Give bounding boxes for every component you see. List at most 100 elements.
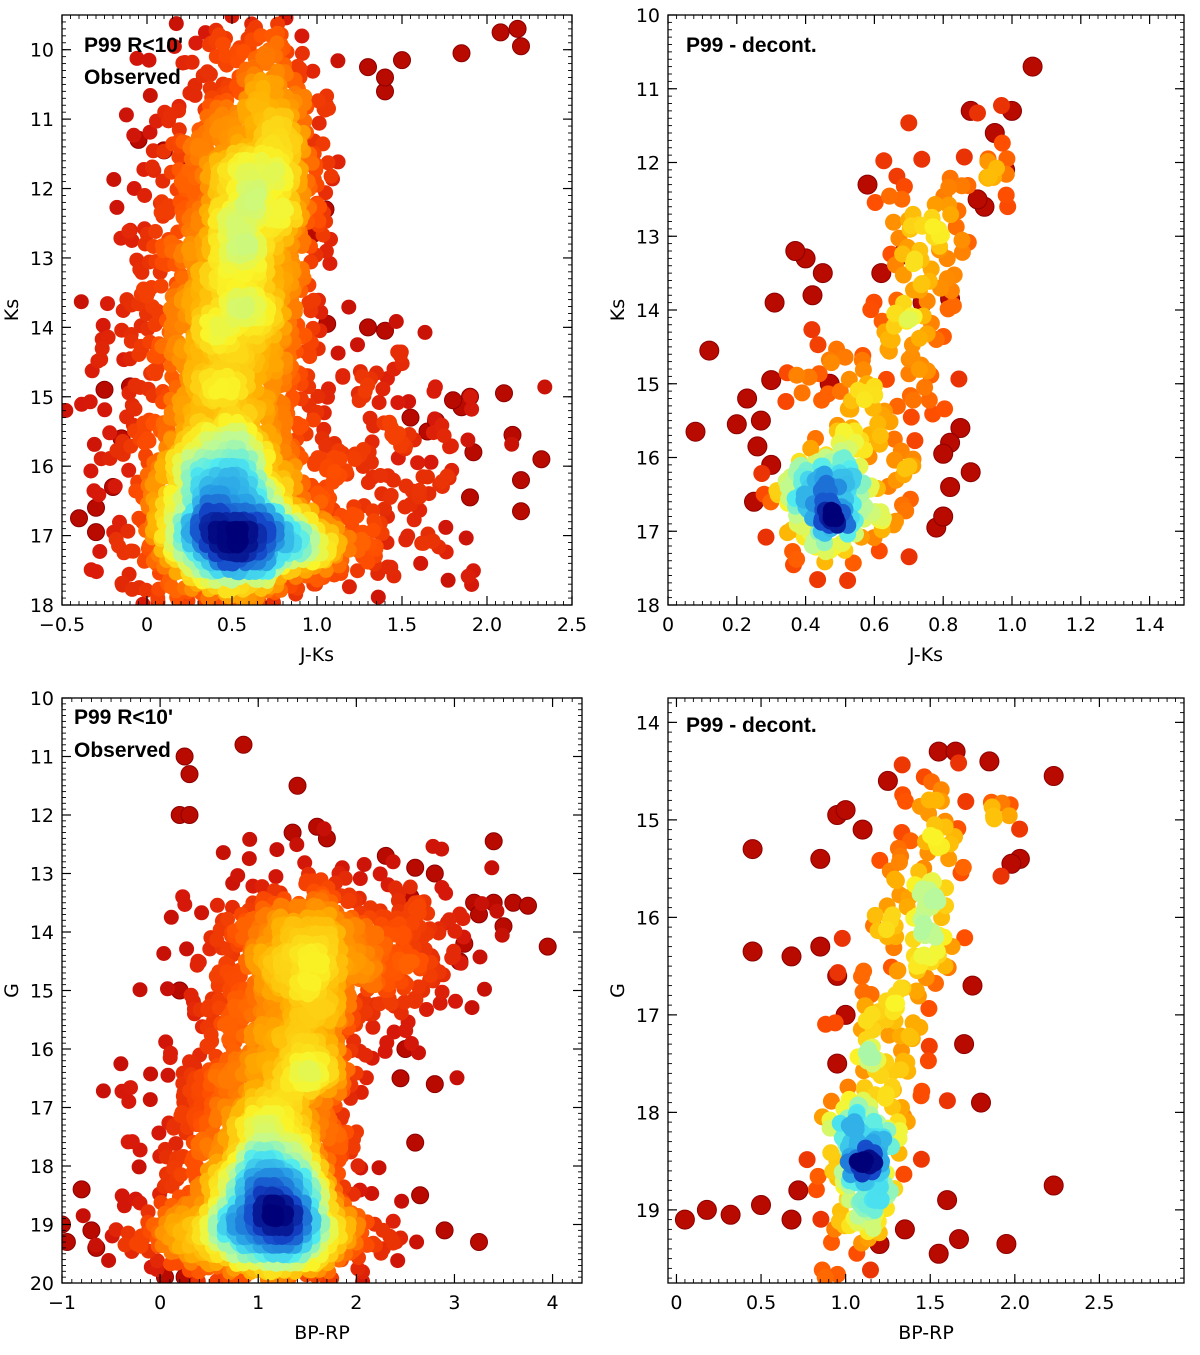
star-point	[350, 563, 365, 579]
star-point	[330, 345, 346, 361]
star-point	[144, 159, 160, 175]
star-point	[147, 317, 163, 333]
star-point	[73, 294, 89, 310]
star-point	[332, 451, 348, 467]
star-point	[234, 304, 250, 320]
star-point	[256, 51, 272, 67]
star-point	[439, 468, 455, 484]
star-point	[111, 538, 127, 554]
star-point	[410, 455, 426, 471]
star-point	[390, 344, 406, 360]
star-point	[137, 188, 153, 203]
star-point	[141, 52, 157, 68]
outlier-point	[512, 502, 530, 521]
star-point	[168, 16, 184, 32]
star-point	[464, 401, 480, 417]
star-point	[411, 482, 427, 498]
star-point	[400, 528, 416, 544]
star-point	[134, 264, 150, 280]
star-point	[97, 402, 113, 418]
star-point	[184, 54, 200, 70]
star-point	[144, 477, 160, 493]
star-point	[341, 299, 357, 315]
star-point	[436, 428, 452, 444]
star-point	[160, 205, 176, 221]
star-point	[233, 528, 248, 544]
outlier-point	[359, 58, 377, 77]
star-point	[88, 564, 104, 580]
star-point	[120, 523, 136, 539]
outlier-point	[70, 509, 88, 528]
star-point	[305, 412, 321, 428]
star-point	[166, 39, 182, 54]
star-point	[225, 216, 241, 232]
star-point	[460, 432, 476, 448]
outlier-point	[495, 384, 513, 403]
star-point	[458, 530, 474, 546]
star-point	[406, 512, 422, 528]
outlier-point	[512, 471, 530, 490]
star-point	[462, 389, 478, 405]
star-point	[415, 535, 431, 551]
outlier-point	[376, 321, 394, 340]
star-point	[460, 568, 476, 584]
x-tick-label: −0.5	[39, 614, 85, 636]
star-point	[323, 168, 339, 184]
x-tick-label: 1.5	[387, 614, 417, 636]
x-tick-label: 0	[141, 614, 153, 636]
star-point	[92, 544, 108, 559]
star-point	[294, 418, 310, 434]
star-point	[357, 383, 373, 399]
star-point	[315, 136, 331, 152]
star-point	[427, 379, 443, 395]
outlier-point	[359, 318, 377, 337]
star-point	[102, 425, 118, 441]
star-point	[420, 469, 435, 485]
star-point	[124, 581, 140, 597]
star-point	[142, 124, 158, 140]
x-tick-label: 2.5	[557, 614, 587, 636]
star-point	[330, 53, 346, 69]
star-point	[349, 508, 365, 524]
star-point	[417, 324, 433, 340]
star-point	[127, 401, 143, 417]
star-point	[390, 395, 406, 411]
star-point	[147, 224, 163, 239]
star-point	[335, 368, 351, 384]
outlier-point	[512, 37, 530, 56]
star-point	[146, 363, 161, 379]
star-point	[106, 172, 122, 187]
star-point	[171, 122, 187, 138]
star-point	[62, 403, 74, 418]
star-point	[372, 468, 388, 483]
star-point	[187, 77, 203, 93]
x-tick-label: 0.5	[217, 614, 247, 636]
star-point	[162, 301, 178, 317]
star-point	[173, 174, 189, 190]
outlier-point	[532, 450, 551, 469]
star-point	[294, 45, 310, 61]
star-point	[504, 436, 520, 452]
outlier-point	[452, 44, 471, 63]
star-point	[318, 438, 334, 454]
star-point	[118, 107, 134, 123]
star-point	[385, 472, 401, 488]
star-point	[162, 107, 178, 123]
outlier-point	[87, 523, 105, 542]
outlier-point	[393, 51, 411, 70]
star-point	[94, 341, 110, 356]
star-point	[135, 596, 151, 605]
star-point	[438, 519, 454, 535]
outlier-point	[444, 391, 462, 410]
star-point	[127, 377, 143, 393]
star-point	[91, 487, 107, 503]
star-point	[370, 589, 386, 605]
star-point	[95, 317, 111, 333]
star-point	[142, 88, 158, 103]
x-tick-label: 2.0	[472, 614, 502, 636]
star-point	[211, 383, 227, 399]
star-point	[346, 450, 362, 466]
star-point	[83, 463, 99, 479]
